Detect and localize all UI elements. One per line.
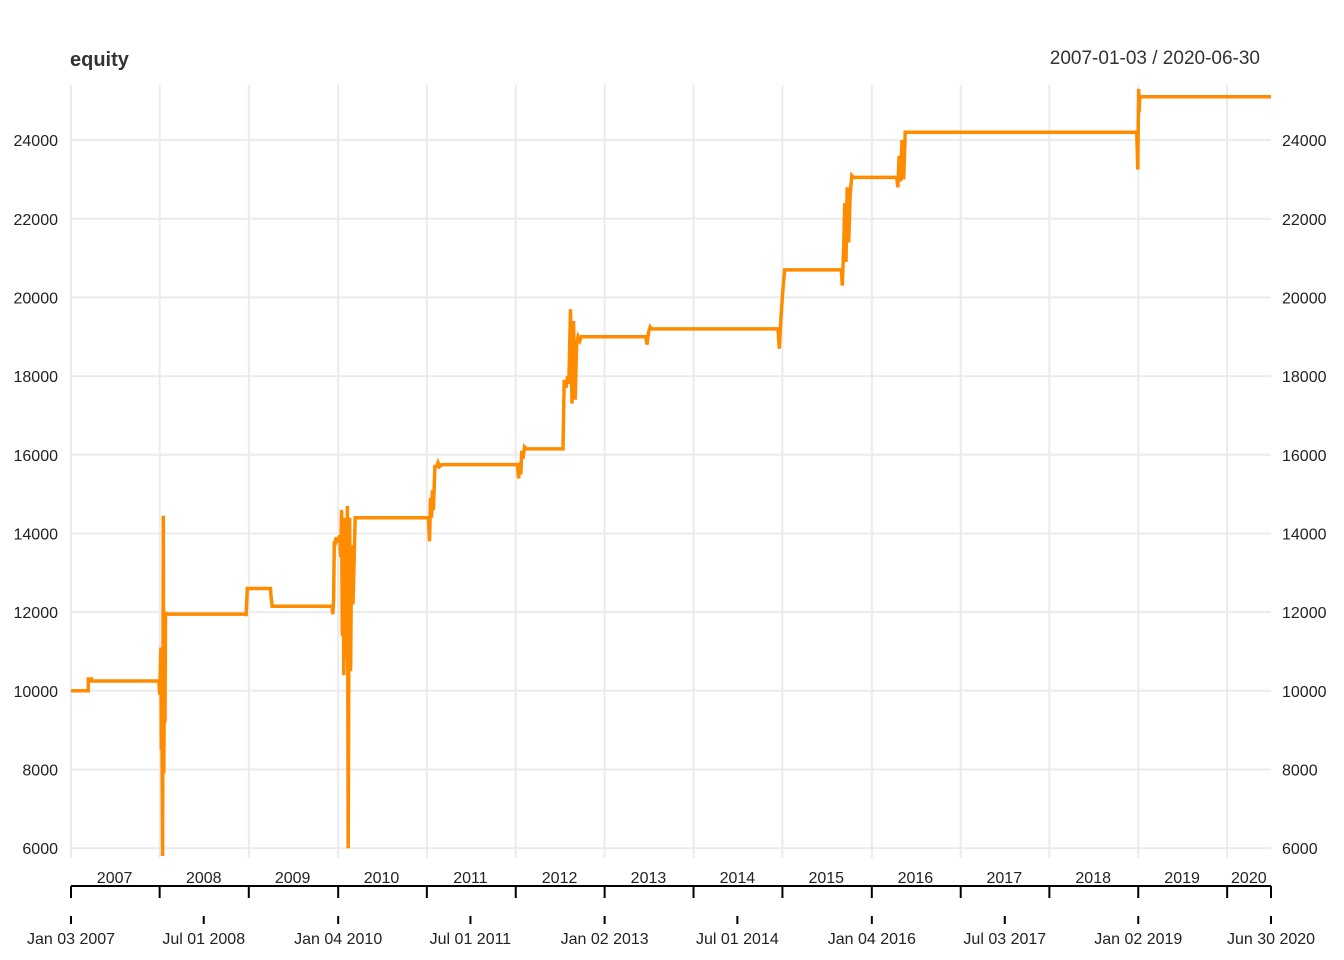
y-tick-label-right: 24000 [1282, 133, 1327, 150]
y-tick-label-left: 18000 [14, 369, 59, 386]
year-label: 2016 [898, 870, 934, 887]
date-label: Jul 01 2014 [696, 931, 779, 948]
y-tick-label-left: 16000 [14, 448, 59, 465]
y-tick-label-right: 18000 [1282, 369, 1327, 386]
year-label: 2010 [364, 870, 400, 887]
y-tick-label-left: 24000 [14, 133, 59, 150]
equity-series [71, 88, 1271, 857]
date-label: Jan 02 2019 [1094, 931, 1182, 948]
gridlines [70, 85, 1271, 858]
year-label: 2007 [97, 870, 133, 887]
y-tick-label-right: 22000 [1282, 212, 1327, 229]
date-label: Jul 01 2011 [430, 931, 512, 948]
y-tick-label-left: 20000 [14, 290, 59, 307]
y-axis-right: 6000 8000 10000 12000 14000 16000 18000 20000 22… [1282, 133, 1327, 858]
y-tick-label-left: 12000 [14, 605, 59, 622]
date-label: Jul 03 2017 [963, 931, 1046, 948]
year-label: 2014 [720, 870, 756, 887]
year-label: 2009 [275, 870, 311, 887]
date-label: Jan 03 2007 [27, 931, 115, 948]
x-axis: 2007 2008 2009 2010 2011 2012 2013 2014 2015 2016… [27, 870, 1315, 948]
year-label: 2018 [1075, 870, 1111, 887]
year-label: 2011 [453, 870, 488, 887]
date-range-subtitle: 2007-01-03 / 2020-06-30 [1050, 48, 1260, 69]
y-tick-label-right: 6000 [1282, 841, 1318, 858]
year-label: 2008 [186, 870, 222, 887]
y-tick-label-right: 16000 [1282, 448, 1327, 465]
y-tick-label-right: 14000 [1282, 526, 1327, 543]
chart-title: equity [70, 49, 130, 71]
year-label: 2013 [631, 870, 667, 887]
year-label: 2019 [1164, 870, 1200, 887]
y-tick-label-left: 14000 [14, 526, 59, 543]
y-tick-label-right: 8000 [1282, 762, 1318, 779]
date-label: Jun 30 2020 [1227, 931, 1315, 948]
y-tick-label-right: 10000 [1282, 684, 1327, 701]
y-tick-label-left: 8000 [22, 762, 58, 779]
date-label: Jan 04 2010 [294, 931, 382, 948]
y-tick-label-left: 22000 [14, 212, 59, 229]
equity-line [71, 88, 1271, 857]
year-label: 2020 [1231, 870, 1267, 887]
y-tick-label-left: 6000 [22, 841, 58, 858]
y-tick-label-right: 20000 [1282, 290, 1327, 307]
y-tick-label-right: 12000 [1282, 605, 1327, 622]
date-label: Jan 02 2013 [561, 931, 649, 948]
year-label: 2015 [808, 870, 844, 887]
y-axis-left: 6000 8000 10000 12000 14000 16000 18000 20000 22… [14, 133, 59, 858]
y-tick-label-left: 10000 [14, 684, 59, 701]
date-label: Jan 04 2016 [828, 931, 916, 948]
date-label: Jul 01 2008 [162, 931, 245, 948]
year-label: 2012 [542, 870, 578, 887]
year-label: 2017 [987, 870, 1023, 887]
